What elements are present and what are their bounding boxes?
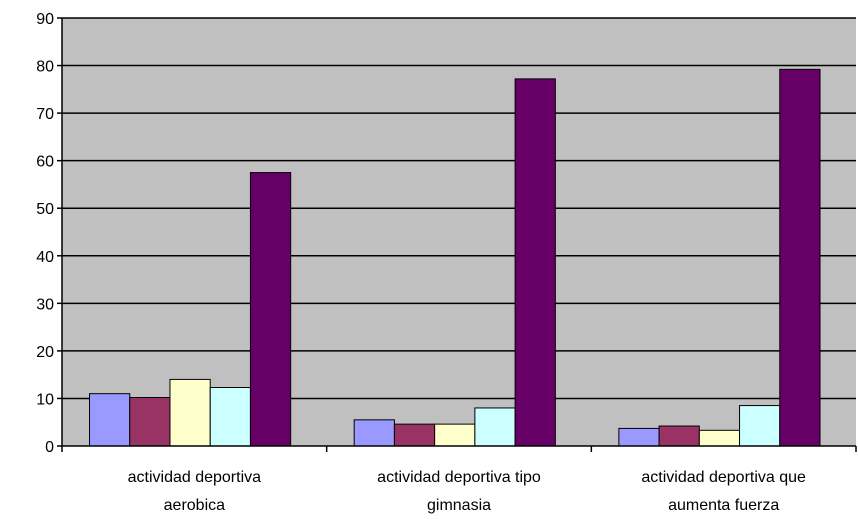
bar xyxy=(89,393,131,447)
bar xyxy=(169,378,211,447)
x-category-label: actividad deportiva que xyxy=(641,469,806,486)
y-tick-label: 60 xyxy=(36,154,54,171)
x-tick-labels: actividad deportiva aerobica actividad dep… xyxy=(128,469,806,514)
y-tick-label: 40 xyxy=(36,249,54,266)
bar xyxy=(739,405,781,447)
bar xyxy=(658,425,700,447)
axes xyxy=(57,17,857,452)
x-category-label: aumenta fuerza xyxy=(668,497,779,514)
bars xyxy=(89,68,821,447)
y-tick-label: 30 xyxy=(36,296,54,313)
bar xyxy=(779,68,821,447)
bar xyxy=(209,387,251,447)
bar xyxy=(514,78,556,447)
y-tick-label: 80 xyxy=(36,59,54,76)
y-tick-label: 90 xyxy=(36,11,54,28)
x-category-label: actividad deportiva tipo xyxy=(377,469,541,486)
bar xyxy=(698,429,741,447)
bar xyxy=(474,407,516,447)
y-tick-labels: 0 10 20 30 40 50 60 70 80 90 xyxy=(36,11,54,456)
x-category-label: aerobica xyxy=(164,497,225,514)
bar xyxy=(618,427,660,447)
x-category-label: gimnasia xyxy=(427,497,491,514)
bar xyxy=(353,419,395,447)
y-tick-label: 20 xyxy=(36,344,54,361)
bar xyxy=(129,396,171,447)
bar xyxy=(249,172,292,447)
y-tick-label: 0 xyxy=(45,439,54,456)
y-tick-label: 70 xyxy=(36,106,54,123)
x-category-label: actividad deportiva xyxy=(128,469,262,486)
bar xyxy=(393,423,436,447)
y-tick-label: 10 xyxy=(36,391,54,408)
plot-area xyxy=(62,18,856,446)
y-tick-label: 50 xyxy=(36,201,54,218)
bar xyxy=(434,423,476,447)
